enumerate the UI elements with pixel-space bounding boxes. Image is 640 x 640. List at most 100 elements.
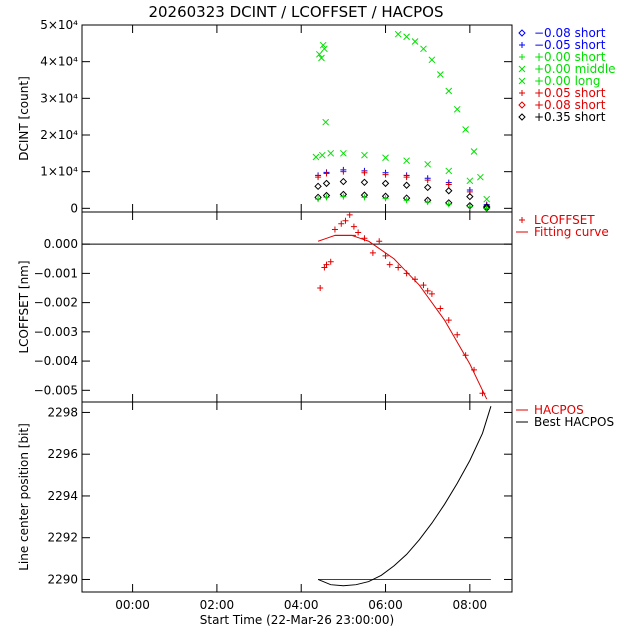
data-point [323, 170, 330, 177]
plot-frame [81, 401, 513, 593]
data-point [361, 169, 368, 176]
x-tick-label: 04:00 [284, 598, 319, 612]
data-point [382, 171, 389, 178]
legend-label: +0.05 short [534, 86, 606, 100]
legend-marker [518, 29, 526, 37]
legend-label: LCOFFSET [534, 213, 595, 227]
lcoffset-point [424, 287, 431, 294]
data-point [340, 149, 347, 157]
y-tick-label: 4×10⁴ [40, 55, 78, 69]
data-point [360, 178, 369, 187]
legend-marker [518, 101, 526, 109]
lcoffset-point [445, 317, 452, 324]
data-point [403, 174, 410, 181]
lcoffset-point [437, 305, 444, 312]
plot-frame [81, 24, 513, 213]
x-tick-label: 00:00 [115, 598, 150, 612]
x-axis-label: Start Time (22-Mar-26 23:00:00) [200, 613, 394, 627]
data-point [340, 168, 347, 175]
y-axis-label: DCINT [count] [17, 76, 31, 161]
y-tick-label: 2292 [47, 531, 78, 545]
data-point [436, 71, 444, 78]
data-point [477, 173, 484, 181]
legend-marker [518, 77, 526, 85]
lcoffset-point [369, 249, 376, 256]
data-point [327, 149, 335, 157]
data-point [466, 177, 474, 185]
data-point [411, 38, 419, 45]
data-point [318, 54, 325, 62]
legend-label: +0.00 short [534, 50, 606, 64]
data-point [315, 196, 322, 203]
data-point [318, 151, 326, 159]
data-point [339, 177, 348, 186]
data-point [321, 45, 328, 53]
plot-frame [81, 211, 513, 403]
y-tick-label: 2294 [47, 489, 78, 503]
y-tick-label: 2296 [47, 447, 78, 461]
y-tick-label: 5×10⁴ [40, 18, 78, 32]
data-point [315, 174, 322, 181]
legend-label: +0.00 long [534, 74, 601, 88]
legend-marker [519, 42, 525, 48]
data-point [453, 105, 461, 113]
legend-label: +0.08 short [534, 98, 606, 112]
data-point [402, 181, 411, 189]
data-point [445, 181, 452, 188]
x-tick-label: 06:00 [368, 598, 403, 612]
data-point [382, 154, 389, 162]
data-point [403, 33, 410, 41]
chart-title: 20260323 DCINT / LCOFFSET / HACPOS [148, 3, 443, 21]
data-point [361, 194, 368, 201]
legend-label: +0.35 short [534, 110, 606, 124]
data-point [466, 192, 474, 201]
data-point [424, 199, 431, 206]
data-point [423, 183, 432, 192]
lcoffset-point [323, 261, 330, 268]
x-tick-label: 08:00 [453, 598, 488, 612]
lcoffset-point [342, 217, 349, 224]
data-point [483, 205, 490, 212]
legend-label: −0.05 short [534, 38, 606, 52]
y-tick-label: −0.005 [34, 383, 78, 397]
y-tick-label: 0.000 [44, 237, 78, 251]
lcoffset-point [479, 390, 486, 397]
y-tick-label: −0.004 [34, 354, 78, 368]
legend-label: +0.00 middle [534, 62, 616, 76]
data-point [319, 41, 327, 49]
legend-marker [519, 217, 525, 223]
data-point [381, 179, 390, 188]
lcoffset-point [395, 264, 402, 271]
data-point [322, 118, 330, 126]
data-point [382, 195, 389, 202]
legend-marker [519, 54, 525, 60]
dcint-panel: 0 1×10⁴ 2×10⁴ 3×10⁴ 4×10⁴ 5×10⁴ DCINT [count] −… [17, 18, 616, 215]
y-axis-label: LCOFFSET [nm] [17, 260, 31, 353]
lcoffset-point [403, 270, 410, 277]
legend-marker [518, 113, 526, 121]
best-hacpos-curve [317, 406, 492, 587]
y-tick-label: −0.001 [34, 266, 78, 280]
legend-marker [518, 65, 526, 73]
lcoffset-point [412, 276, 419, 283]
lcoffset-point [327, 258, 334, 265]
lcoffset-point [331, 226, 338, 233]
data-point [424, 177, 431, 184]
lcoffset-point [346, 211, 353, 218]
hacpos-panel: 2290 2292 2294 2296 2298 00:00 02:00 04:00 06:00… [17, 401, 614, 627]
legend-label: −0.08 short [534, 26, 606, 40]
data-point [470, 148, 478, 155]
data-point [445, 167, 453, 175]
data-point [424, 160, 432, 168]
lcoffset-point [428, 290, 435, 297]
data-point [315, 50, 323, 58]
lcoffset-panel: 0.000 −0.001 −0.002 −0.003 −0.004 −0.005 LCOFF… [17, 211, 609, 403]
lcoffset-point [471, 366, 478, 373]
lcoffset-point [386, 261, 393, 268]
data-point [483, 195, 491, 203]
data-point [445, 87, 453, 95]
legend-label: Fitting curve [534, 225, 609, 239]
legend-marker [519, 90, 525, 96]
lcoffset-point [350, 223, 357, 230]
